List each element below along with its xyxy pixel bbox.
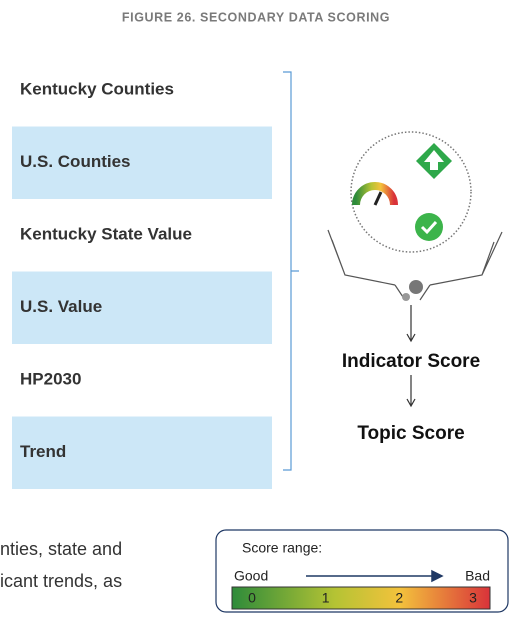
legend-bad: Bad	[465, 568, 490, 584]
row-label: HP2030	[20, 370, 81, 389]
score-bar	[232, 587, 490, 609]
scale-label: 1	[322, 590, 330, 606]
gear-large	[409, 280, 423, 294]
topic-score: Topic Score	[357, 423, 464, 444]
body-line: icant trends, as	[0, 571, 122, 591]
gear-small	[402, 293, 410, 301]
figure-title: FIGURE 26. SECONDARY DATA SCORING	[122, 10, 390, 24]
dotted-circle	[351, 132, 471, 252]
scale-label: 2	[395, 590, 403, 606]
arrow-down	[407, 375, 415, 406]
arrow-down	[407, 305, 415, 341]
row-label: U.S. Value	[20, 297, 102, 316]
body-line: nties, state and	[0, 539, 122, 559]
indicator-score: Indicator Score	[342, 351, 480, 372]
row-label: U.S. Counties	[20, 152, 131, 171]
check-icon	[415, 213, 443, 241]
row-label: Kentucky Counties	[20, 80, 174, 99]
page: {"header": {"title": "FIGURE 26. SECONDA…	[0, 0, 512, 628]
row-list: Kentucky Counties U.S. Counties Kentucky S…	[12, 80, 272, 489]
row-label: Trend	[20, 442, 66, 461]
funnel-right	[430, 232, 502, 285]
legend-good: Good	[234, 568, 268, 584]
row-label: Kentucky State Value	[20, 225, 192, 244]
figure: FIGURE 26. SECONDARY DATA SCORING Kentuc…	[0, 0, 512, 628]
gauge-needle	[375, 192, 381, 205]
scale-label: 0	[248, 590, 256, 606]
bracket	[283, 72, 299, 470]
scale-label: 3	[469, 590, 477, 606]
funnel-left	[328, 230, 395, 285]
legend-title: Score range:	[242, 540, 322, 556]
